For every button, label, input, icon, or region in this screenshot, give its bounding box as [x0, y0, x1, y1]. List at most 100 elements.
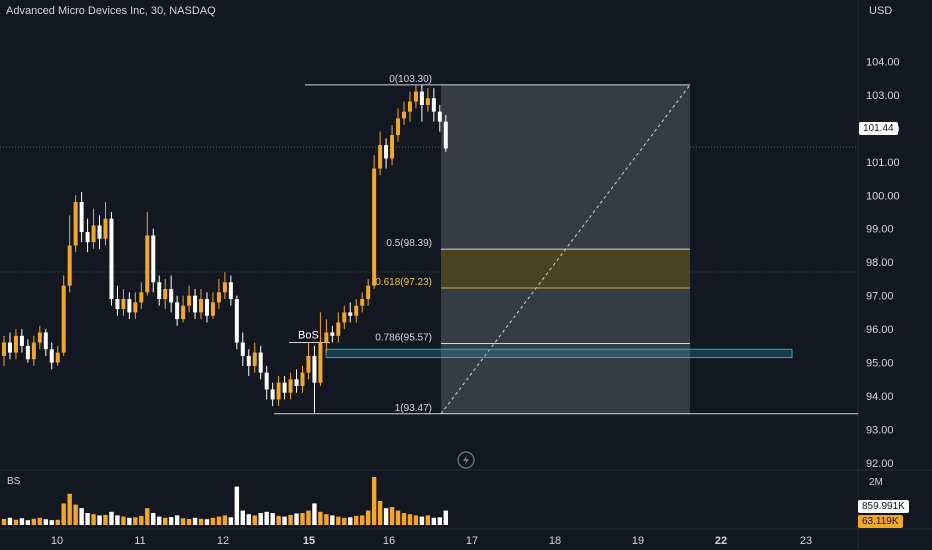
volume-bar	[1, 519, 7, 525]
volume-bar	[216, 516, 222, 525]
volume-value-tag: 859.991K	[858, 500, 909, 513]
volume-bar	[109, 511, 114, 525]
volume-bar	[312, 503, 317, 525]
candle-body	[37, 332, 42, 343]
candle-body	[390, 135, 395, 159]
candle-body	[145, 235, 150, 293]
candle-body	[234, 299, 239, 343]
candle-body	[175, 302, 180, 320]
candle-body	[216, 292, 221, 303]
candle-body	[300, 372, 305, 387]
volume-bar	[127, 517, 132, 525]
volume-bar	[228, 517, 234, 525]
x-tick-label: 18	[549, 535, 561, 547]
candle-body	[61, 285, 66, 353]
volume-bar	[192, 517, 198, 525]
y-tick-label: 98.00	[866, 257, 894, 269]
x-tick-label: 19	[632, 535, 644, 547]
volume-bar	[294, 513, 299, 525]
y-tick-label: 99.00	[866, 224, 894, 236]
candle-body	[2, 342, 6, 356]
volume-bar	[330, 515, 335, 525]
x-tick-label: 16	[383, 535, 395, 547]
y-tick-label: 93.00	[866, 425, 894, 437]
candle-body	[378, 145, 383, 169]
candle-body	[97, 225, 102, 239]
chart-title: Advanced Micro Devices Inc, 30, NASDAQ	[6, 5, 216, 17]
fib-level-label: 0.5(98.39)	[386, 238, 432, 249]
volume-bar	[443, 510, 448, 525]
candle-body	[276, 382, 281, 400]
fib-level-label: 0.618(97.23)	[375, 277, 432, 288]
candle-body	[413, 91, 418, 102]
volume-bar	[371, 477, 377, 525]
candle-body	[336, 322, 341, 336]
candle-body	[103, 218, 108, 239]
volume-bar	[354, 515, 359, 525]
candle-body	[282, 382, 287, 393]
volume-bar	[431, 517, 437, 525]
candle-body	[222, 282, 227, 293]
volume-bar	[288, 514, 293, 525]
volume-bar	[336, 516, 341, 525]
volume-bar	[413, 515, 419, 525]
volume-bar	[306, 510, 311, 525]
candle-body	[419, 91, 424, 105]
y-tick-label: 104.00	[866, 56, 900, 68]
candle-body	[396, 118, 401, 136]
volume-bar	[240, 510, 245, 525]
volume-bar	[395, 510, 401, 525]
volume-axis-label: 2M	[869, 477, 883, 488]
candle-body	[193, 295, 198, 313]
candle-body	[252, 352, 257, 366]
volume-bar	[401, 513, 407, 525]
volume-bar	[377, 501, 383, 525]
volume-bar	[85, 513, 90, 525]
volume-bar	[198, 518, 204, 525]
volume-bar	[204, 519, 210, 525]
volume-bar	[210, 517, 216, 525]
candle-body	[204, 299, 209, 316]
lightning-icon	[457, 451, 475, 469]
volume-bar	[19, 518, 25, 525]
candle-body	[169, 288, 174, 303]
candle-body	[401, 111, 406, 119]
volume-bar	[258, 513, 263, 525]
candle-body	[55, 352, 60, 363]
candle-body	[13, 335, 18, 353]
candle-body	[133, 302, 138, 313]
fib-level-label: 0.786(95.57)	[375, 333, 432, 344]
volume-bar	[342, 517, 347, 525]
volume-bar	[180, 518, 186, 525]
volume-bar	[425, 515, 431, 525]
volume-indicator-label[interactable]: BS	[7, 476, 21, 487]
volume-bar	[419, 516, 425, 525]
x-tick-label: 10	[51, 535, 63, 547]
volume-bar	[300, 513, 305, 525]
volume-bar	[360, 515, 365, 525]
candle-body	[306, 355, 311, 373]
volume-bar	[103, 514, 108, 525]
golden-pocket-zone	[441, 249, 690, 288]
volume-bar	[73, 504, 78, 525]
volume-bar	[79, 508, 84, 525]
candle-body	[228, 282, 233, 300]
volume-bar	[383, 508, 389, 525]
candle-body	[115, 299, 120, 310]
candle-body	[49, 349, 54, 363]
candle-body	[366, 285, 371, 300]
y-tick-label: 95.00	[866, 358, 894, 370]
candle-body	[246, 355, 251, 366]
volume-bar	[348, 517, 353, 525]
candle-body	[151, 235, 156, 283]
candle-body	[372, 168, 377, 286]
candle-body	[431, 98, 436, 112]
candle-body	[163, 288, 168, 300]
candle-body	[157, 282, 162, 300]
y-tick-label: 96.00	[866, 324, 894, 336]
candle-body	[443, 121, 448, 149]
candle-body	[43, 332, 48, 350]
candle-body	[7, 342, 12, 353]
volume-bar	[186, 519, 192, 525]
